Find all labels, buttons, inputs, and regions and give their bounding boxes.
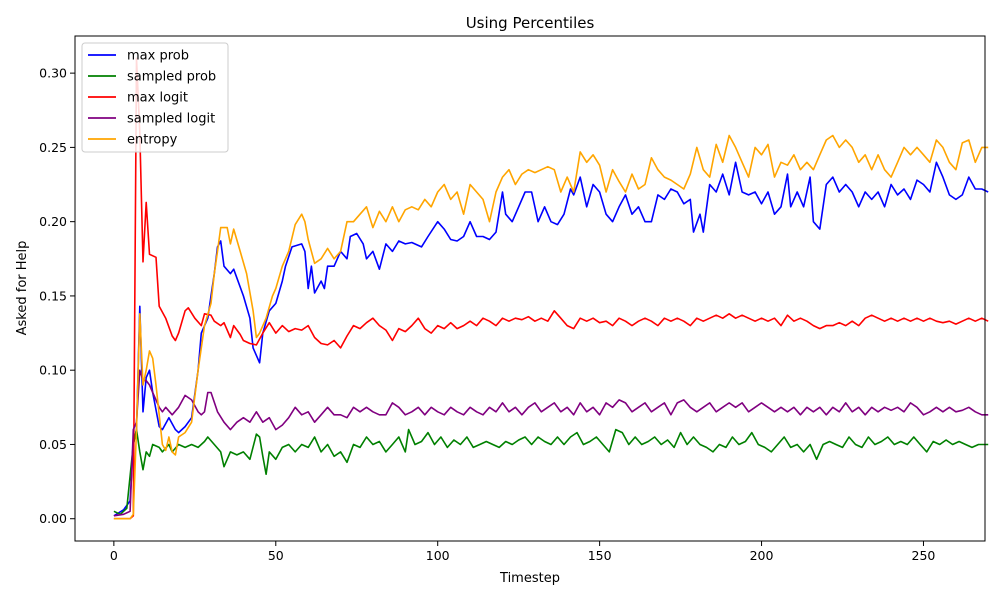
legend-label: sampled logit [127, 112, 215, 127]
y-tick-label: 0.05 [39, 437, 67, 452]
y-tick-label: 0.00 [39, 511, 67, 526]
x-axis: 0 50 100 150 200 250 [110, 541, 936, 563]
series-line-max-prob [113, 161, 989, 517]
legend-label: max logit [127, 91, 188, 106]
series-line-sampled-logit [113, 369, 989, 517]
legend: max prob sampled prob max logit sampled log… [81, 42, 229, 153]
chart-title: Using Percentiles [466, 14, 595, 32]
legend-box [81, 42, 229, 153]
x-tick-label: 150 [588, 548, 612, 563]
legend-label: entropy [127, 133, 178, 148]
y-axis: 0.00 0.05 0.10 0.15 0.20 0.25 0.30 [39, 66, 75, 526]
y-tick-label: 0.25 [39, 140, 67, 155]
legend-label: max prob [127, 49, 189, 64]
legend-label: sampled prob [127, 70, 216, 85]
y-tick-label: 0.30 [39, 66, 67, 81]
y-tick-label: 0.10 [39, 363, 67, 378]
plot-frame [74, 35, 986, 542]
y-tick-label: 0.15 [39, 288, 67, 303]
series-line-sampled-prob [113, 428, 989, 516]
series-group [113, 57, 989, 520]
y-axis-label: Asked for Help [15, 241, 30, 336]
x-axis-label: Timestep [499, 571, 560, 586]
legend-items: max prob sampled prob max logit sampled log… [88, 49, 216, 148]
plot-area [74, 35, 989, 542]
x-tick-label: 100 [426, 548, 450, 563]
x-tick-label: 200 [750, 548, 774, 563]
series-line-max-logit [113, 57, 989, 520]
series-line-entropy [113, 134, 989, 520]
x-tick-label: 0 [110, 548, 118, 563]
x-tick-label: 50 [268, 548, 284, 563]
x-tick-label: 250 [912, 548, 936, 563]
y-tick-label: 0.20 [39, 214, 67, 229]
